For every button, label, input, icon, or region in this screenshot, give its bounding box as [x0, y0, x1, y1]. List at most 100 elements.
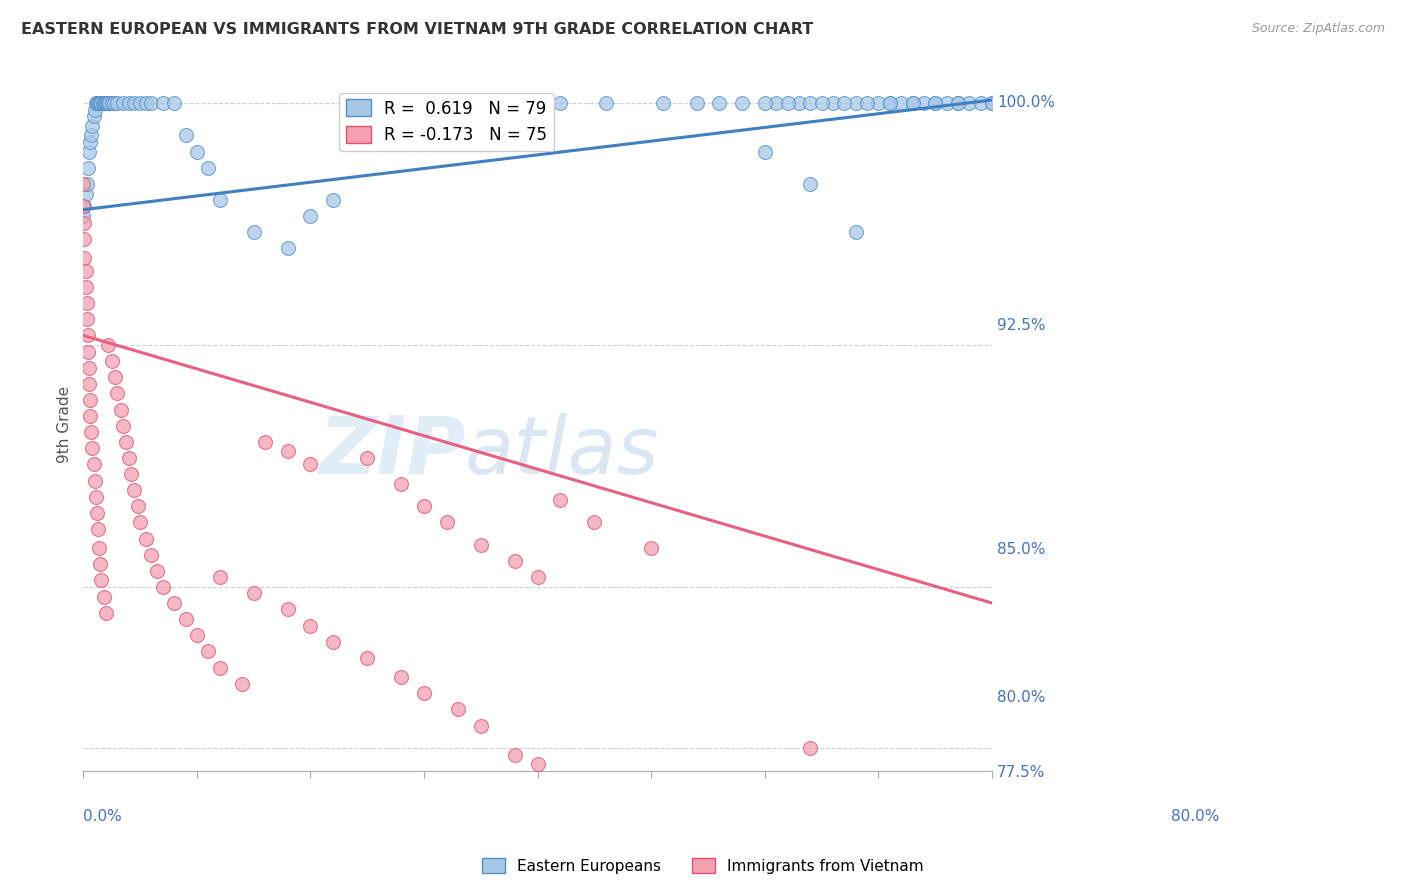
Point [72, 199, 94, 213]
Point [436, 516, 458, 530]
Point [76, 177, 98, 191]
Point [84, 96, 107, 111]
Point [76, 296, 98, 310]
Point [152, 580, 174, 594]
Point [94, 96, 117, 111]
Point [754, 96, 776, 111]
Point [981, 96, 1004, 111]
Point [879, 96, 901, 111]
Point [76, 161, 98, 175]
Point [98, 96, 121, 111]
Point [103, 96, 125, 111]
Point [799, 96, 821, 111]
Point [299, 458, 322, 472]
Point [550, 492, 572, 507]
Point [82, 119, 104, 133]
Point [356, 96, 378, 111]
Point [97, 96, 120, 111]
Point [924, 96, 946, 111]
Point [526, 570, 548, 584]
Point [90, 574, 112, 588]
Point [197, 161, 219, 175]
Point [413, 500, 436, 514]
Point [129, 96, 152, 111]
Point [299, 209, 322, 223]
Point [80, 425, 103, 439]
Point [97, 338, 120, 352]
Point [470, 718, 492, 732]
Point [470, 538, 492, 552]
Point [413, 686, 436, 700]
Point [754, 145, 776, 159]
Point [686, 96, 709, 111]
Point [208, 193, 231, 207]
Point [77, 360, 100, 375]
Point [242, 225, 264, 239]
Point [141, 96, 163, 111]
Point [83, 474, 105, 488]
Point [76, 344, 98, 359]
Point [120, 467, 142, 481]
Point [946, 96, 969, 111]
Point [82, 442, 104, 456]
Point [94, 96, 117, 111]
Point [75, 264, 97, 278]
Point [91, 96, 114, 111]
Point [520, 96, 543, 111]
Point [787, 96, 810, 111]
Legend: R =  0.619   N = 79, R = -0.173   N = 75: R = 0.619 N = 79, R = -0.173 N = 75 [339, 93, 554, 151]
Point [356, 450, 378, 465]
Point [231, 676, 253, 690]
Point [73, 215, 96, 229]
Point [83, 109, 105, 123]
Point [709, 96, 731, 111]
Point [100, 354, 122, 368]
Point [492, 96, 515, 111]
Point [73, 199, 96, 213]
Point [583, 516, 606, 530]
Point [163, 96, 186, 111]
Point [821, 96, 844, 111]
Point [135, 96, 157, 111]
Point [776, 96, 799, 111]
Point [254, 434, 277, 449]
Point [503, 554, 526, 568]
Point [129, 516, 152, 530]
Point [503, 747, 526, 762]
Point [526, 757, 548, 772]
Point [104, 370, 127, 384]
Point [322, 634, 344, 648]
Point [73, 232, 96, 246]
Point [981, 96, 1004, 111]
Point [89, 541, 111, 556]
Point [135, 532, 157, 546]
Point [924, 96, 946, 111]
Point [799, 741, 821, 756]
Point [731, 96, 754, 111]
Point [110, 402, 132, 417]
Point [73, 251, 96, 265]
Point [105, 96, 128, 111]
Point [146, 564, 169, 578]
Point [124, 96, 146, 111]
Point [595, 96, 617, 111]
Point [197, 644, 219, 658]
Point [901, 96, 924, 111]
Text: 0.0%: 0.0% [83, 809, 122, 824]
Point [141, 548, 163, 562]
Point [75, 186, 97, 201]
Point [89, 96, 111, 111]
Point [640, 541, 662, 556]
Point [89, 558, 111, 572]
Legend: Eastern Europeans, Immigrants from Vietnam: Eastern Europeans, Immigrants from Vietn… [477, 852, 929, 880]
Point [856, 96, 879, 111]
Point [550, 96, 572, 111]
Point [946, 96, 969, 111]
Point [799, 177, 821, 191]
Text: EASTERN EUROPEAN VS IMMIGRANTS FROM VIETNAM 9TH GRADE CORRELATION CHART: EASTERN EUROPEAN VS IMMIGRANTS FROM VIET… [21, 22, 813, 37]
Point [845, 225, 868, 239]
Point [845, 96, 868, 111]
Point [957, 96, 980, 111]
Point [112, 96, 135, 111]
Point [115, 434, 138, 449]
